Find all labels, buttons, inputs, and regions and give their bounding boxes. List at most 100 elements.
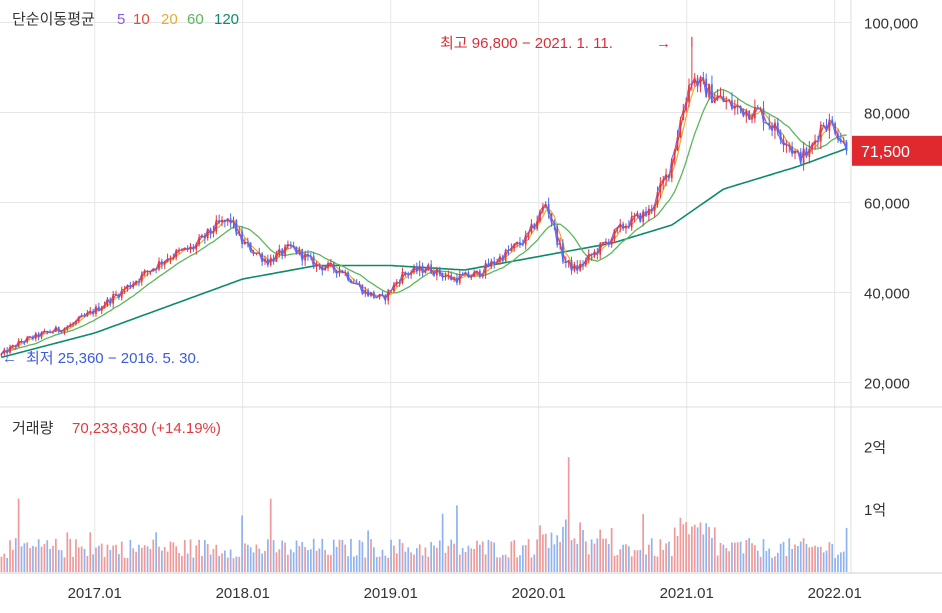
candle-body [831,119,834,124]
candle-body [645,211,647,216]
volume-bar [825,550,828,572]
volume-bar [370,539,372,572]
candle-body [155,268,157,270]
candle-body [476,270,478,273]
volume-bar [384,555,387,572]
candle-body [756,107,759,109]
candle-body [83,315,86,317]
candle-body [175,250,178,258]
candle-body [461,274,464,276]
candle-body [34,333,37,339]
volume-bar [398,539,401,572]
price-tick-label: 100,000 [864,16,918,33]
candle-body [728,100,730,102]
candle-body [587,254,590,260]
candle-body [648,208,650,216]
volume-bar [808,547,811,572]
candle-body [693,77,696,84]
legend-ma10: 10 [133,11,150,28]
candle-body [89,310,92,313]
volume-bar [46,540,49,572]
volume-bar [544,533,547,572]
volume-bar [461,547,464,572]
candle-body [481,274,484,277]
volume-bar [189,539,192,572]
volume-bar [791,548,793,572]
candle-body [46,331,49,333]
volume-bar [619,549,622,572]
volume-bar [613,555,616,572]
volume-bar [106,544,109,572]
candle-body [567,260,570,263]
candle-body [656,192,659,205]
volume-bar [441,513,444,572]
candle-body [670,158,673,179]
volume-bar [120,541,123,572]
volume-bar [622,544,624,572]
candle-body [135,281,137,285]
candle-body [381,294,384,296]
volume-bar [321,538,324,572]
candle-body [398,282,401,284]
volume-bar [504,554,507,572]
candle-body [550,214,553,223]
candle-body [37,333,40,338]
candle-body [593,251,596,256]
candle-body [837,133,839,140]
candle-body [625,225,627,229]
volume-bar [318,548,321,572]
candle-body [762,108,765,123]
candle-body [269,257,272,266]
candle-body [221,219,223,223]
volume-bar [719,542,722,572]
volume-bar [34,546,37,572]
high-annotation: 최고 96,800 − 2021. 1. 11. → [440,35,671,52]
volume-bar [175,546,178,572]
candle-body [26,337,29,343]
candle-body [14,345,17,347]
volume-bar [109,549,112,572]
candle-body [166,258,169,262]
volume-bar [605,538,607,572]
candle-body [272,257,275,262]
volume-bar [731,542,733,572]
volume-bar [172,542,175,572]
candle-body [281,249,284,256]
candle-body [521,244,524,246]
legend-ma60: 60 [187,11,204,28]
candle-body [413,266,415,273]
candle-body [350,280,352,283]
candle-body [146,270,149,272]
volume-bar [292,552,295,572]
volume-bar [530,557,533,572]
volume-bar [138,544,140,572]
candle-body [436,267,438,276]
volume-bar [799,541,802,572]
candle-body [499,256,501,262]
candle-body [178,250,180,252]
candle-body [52,331,54,333]
candle-body [143,270,146,274]
volume-bar [814,545,816,572]
candle-body [198,237,200,245]
volume-bar [553,544,556,572]
low-note: 최저 25,360 − 2016. 5. 30. [26,350,200,367]
volume-bar [673,527,676,572]
volume-bar [32,545,34,572]
volume-bar [817,547,819,572]
volume-bar [653,555,656,572]
price-tick-label: 40,000 [864,286,910,303]
volume-bar [645,554,647,572]
candle-body [347,272,349,281]
candle-body [120,289,123,298]
volume-bar [708,527,710,572]
candle-body [708,84,710,98]
candle-body [43,331,46,333]
current-price-tag: 71,500 [852,135,942,166]
candle-body [358,284,361,286]
volume-bar [49,548,51,572]
candle-body [759,108,762,110]
candle-body [610,238,613,245]
